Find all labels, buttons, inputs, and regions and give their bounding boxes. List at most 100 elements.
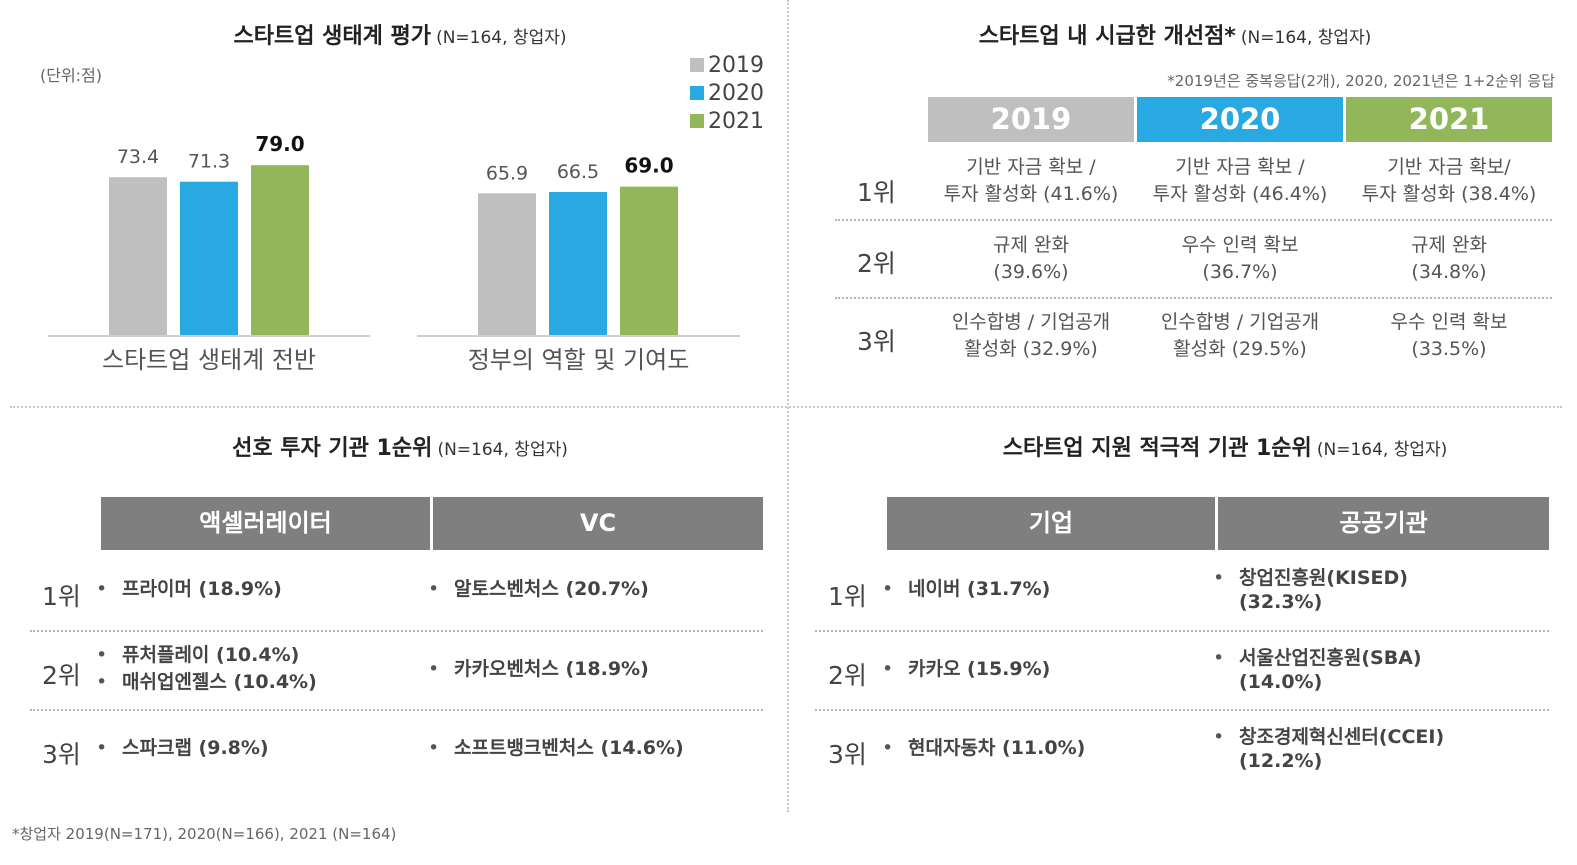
supporters-header-company: 기업 <box>887 497 1215 550</box>
supporters-item: • 창업진흥원(KISED) (32.3%) <box>1213 566 1408 614</box>
data-label-2019-0: 73.4 <box>117 146 159 168</box>
cell-line: 활성화 (32.9%) <box>964 338 1098 360</box>
bar-2020-0 <box>180 181 238 335</box>
bullet: • <box>1213 647 1225 669</box>
legend-item-2021: 2021 <box>690 108 764 136</box>
cell-line: 투자 활성화 (38.4%) <box>1361 183 1537 205</box>
supporters-item: • 창조경제혁신센터(CCEI) (12.2%) <box>1213 725 1444 773</box>
bullet: • <box>96 578 108 600</box>
investors-item: • 소프트뱅크벤처스 (14.6%) <box>428 736 684 760</box>
investors-header-vc: VC <box>433 497 763 550</box>
improvements-cell: 기반 자금 확보 / 투자 활성화 (41.6%) <box>928 154 1134 208</box>
row-separator <box>815 630 1549 632</box>
supporters-item: • 네이버 (31.7%) <box>882 577 1050 601</box>
legend-label-2019: 2019 <box>708 53 764 78</box>
bullet: • <box>882 578 894 600</box>
legend-item-2019: 2019 <box>690 52 764 80</box>
item-text: 네이버 (31.7%) <box>908 578 1051 600</box>
item-text-cont: (12.2%) <box>1239 750 1323 772</box>
row-separator <box>835 297 1552 299</box>
bar-chart: 73.4 71.3 79.0 스타트업 생태계 전반 65.9 66.5 69.0 정부의 역… <box>48 132 740 374</box>
bar-2021-1 <box>620 186 678 335</box>
year-header-2019: 2019 <box>928 97 1134 142</box>
supporters-header-public: 공공기관 <box>1218 497 1549 550</box>
bar-2020-1 <box>549 192 607 335</box>
cell-line: (36.7%) <box>1202 261 1278 283</box>
cell-line: 우수 인력 확보 <box>1390 311 1508 333</box>
item-text-cont: (14.0%) <box>1239 671 1323 693</box>
improvements-cell: 우수 인력 확보 (33.5%) <box>1346 309 1552 363</box>
supporters-rank-2: 2위 <box>828 661 867 690</box>
improvements-cell: 규제 완화 (39.6%) <box>928 232 1134 286</box>
footnote: *창업자 2019(N=171), 2020(N=166), 2021 (N=1… <box>12 825 397 843</box>
bar-2021-0 <box>251 165 309 335</box>
improvements-title: 스타트업 내 시급한 개선점* (N=164, 창업자) <box>860 18 1490 50</box>
bullet: • <box>882 658 894 680</box>
investors-rank-3: 3위 <box>42 740 81 769</box>
item-text: 소프트뱅크벤처스 (14.6%) <box>454 737 684 759</box>
category-label-0: 스타트업 생태계 전반 <box>102 346 316 374</box>
year-header-2020: 2020 <box>1137 97 1343 142</box>
improvements-cell: 규제 완화 (34.8%) <box>1346 232 1552 286</box>
cell-line: 규제 완화 <box>1411 234 1487 256</box>
chart-unit-label: (단위:점) <box>40 66 103 85</box>
item-text: 프라이머 (18.9%) <box>122 578 282 600</box>
cell-line: (34.8%) <box>1411 261 1487 283</box>
improvements-title-main: 스타트업 내 시급한 개선점* <box>978 24 1236 49</box>
investors-title: 선호 투자 기관 1순위 (N=164, 창업자) <box>100 430 700 462</box>
supporters-title-main: 스타트업 지원 적극적 기관 1순위 <box>1002 436 1312 461</box>
investors-item: • 퓨처플레이 (10.4%) <box>96 643 299 667</box>
bullet: • <box>96 644 108 666</box>
bar-2019-1 <box>478 193 536 335</box>
item-text: 카카오 (15.9%) <box>908 658 1051 680</box>
year-header-2021: 2021 <box>1346 97 1552 142</box>
bullet: • <box>428 737 440 759</box>
supporters-rank-1: 1위 <box>828 582 867 611</box>
investors-item: • 프라이머 (18.9%) <box>96 577 282 601</box>
chart-title-main: 스타트업 생태계 평가 <box>233 24 431 49</box>
improvements-rank-2: 2위 <box>857 249 896 278</box>
supporters-item: • 카카오 (15.9%) <box>882 657 1050 681</box>
row-separator <box>835 219 1552 221</box>
cell-line: 우수 인력 확보 <box>1181 234 1299 256</box>
supporters-title: 스타트업 지원 적극적 기관 1순위 (N=164, 창업자) <box>880 430 1570 462</box>
supporters-title-sub: (N=164, 창업자) <box>1316 440 1448 460</box>
improvements-cell: 인수합병 / 기업공개 활성화 (29.5%) <box>1137 309 1343 363</box>
item-text: 카카오벤처스 (18.9%) <box>454 658 649 680</box>
item-text-cont: (32.3%) <box>1239 591 1323 613</box>
improvements-cell: 기반 자금 확보/투자 활성화 (38.4%) <box>1346 154 1552 208</box>
data-label-2021-1: 69.0 <box>624 154 673 178</box>
item-text: 알토스벤처스 (20.7%) <box>454 578 649 600</box>
legend-swatch-2019 <box>690 58 704 72</box>
bar-2019-0 <box>109 177 167 335</box>
cell-line: 인수합병 / 기업공개 <box>951 311 1111 333</box>
cell-line: (33.5%) <box>1411 338 1487 360</box>
cell-line: 기반 자금 확보 / <box>966 156 1096 178</box>
bullet: • <box>1213 726 1225 748</box>
improvements-note: *2019년은 중복응답(2개), 2020, 2021년은 1+2순위 응답 <box>1167 72 1555 90</box>
chart-title: 스타트업 생태계 평가 (N=164, 창업자) <box>100 18 700 50</box>
data-label-2019-1: 65.9 <box>486 162 528 184</box>
row-separator <box>815 709 1549 711</box>
improvements-cell: 기반 자금 확보 / 투자 활성화 (46.4%) <box>1137 154 1343 208</box>
cell-line: 투자 활성화 (41.6%) <box>943 183 1119 205</box>
chart-title-sub: (N=164, 창업자) <box>436 28 567 48</box>
category-label-1: 정부의 역할 및 기여도 <box>468 346 690 374</box>
supporters-item: • 현대자동차 (11.0%) <box>882 736 1085 760</box>
item-text: 매쉬업엔젤스 (10.4%) <box>122 671 317 693</box>
investors-rank-1: 1위 <box>42 582 81 611</box>
investors-title-sub: (N=164, 창업자) <box>437 440 568 460</box>
row-separator <box>30 709 763 711</box>
supporters-item: • 서울산업진흥원(SBA) (14.0%) <box>1213 646 1422 694</box>
item-text: 창조경제혁신센터(CCEI) <box>1239 726 1445 748</box>
bullet: • <box>1213 567 1225 589</box>
chart-legend: 2019 2020 2021 <box>690 52 764 136</box>
investors-header-accelerator: 액셀러레이터 <box>101 497 430 550</box>
cell-line: 인수합병 / 기업공개 <box>1160 311 1320 333</box>
investors-rank-2: 2위 <box>42 661 81 690</box>
bullet: • <box>96 671 108 693</box>
item-text: 퓨처플레이 (10.4%) <box>122 644 300 666</box>
item-text: 창업진흥원(KISED) <box>1239 567 1408 589</box>
data-label-2020-1: 66.5 <box>557 161 599 183</box>
